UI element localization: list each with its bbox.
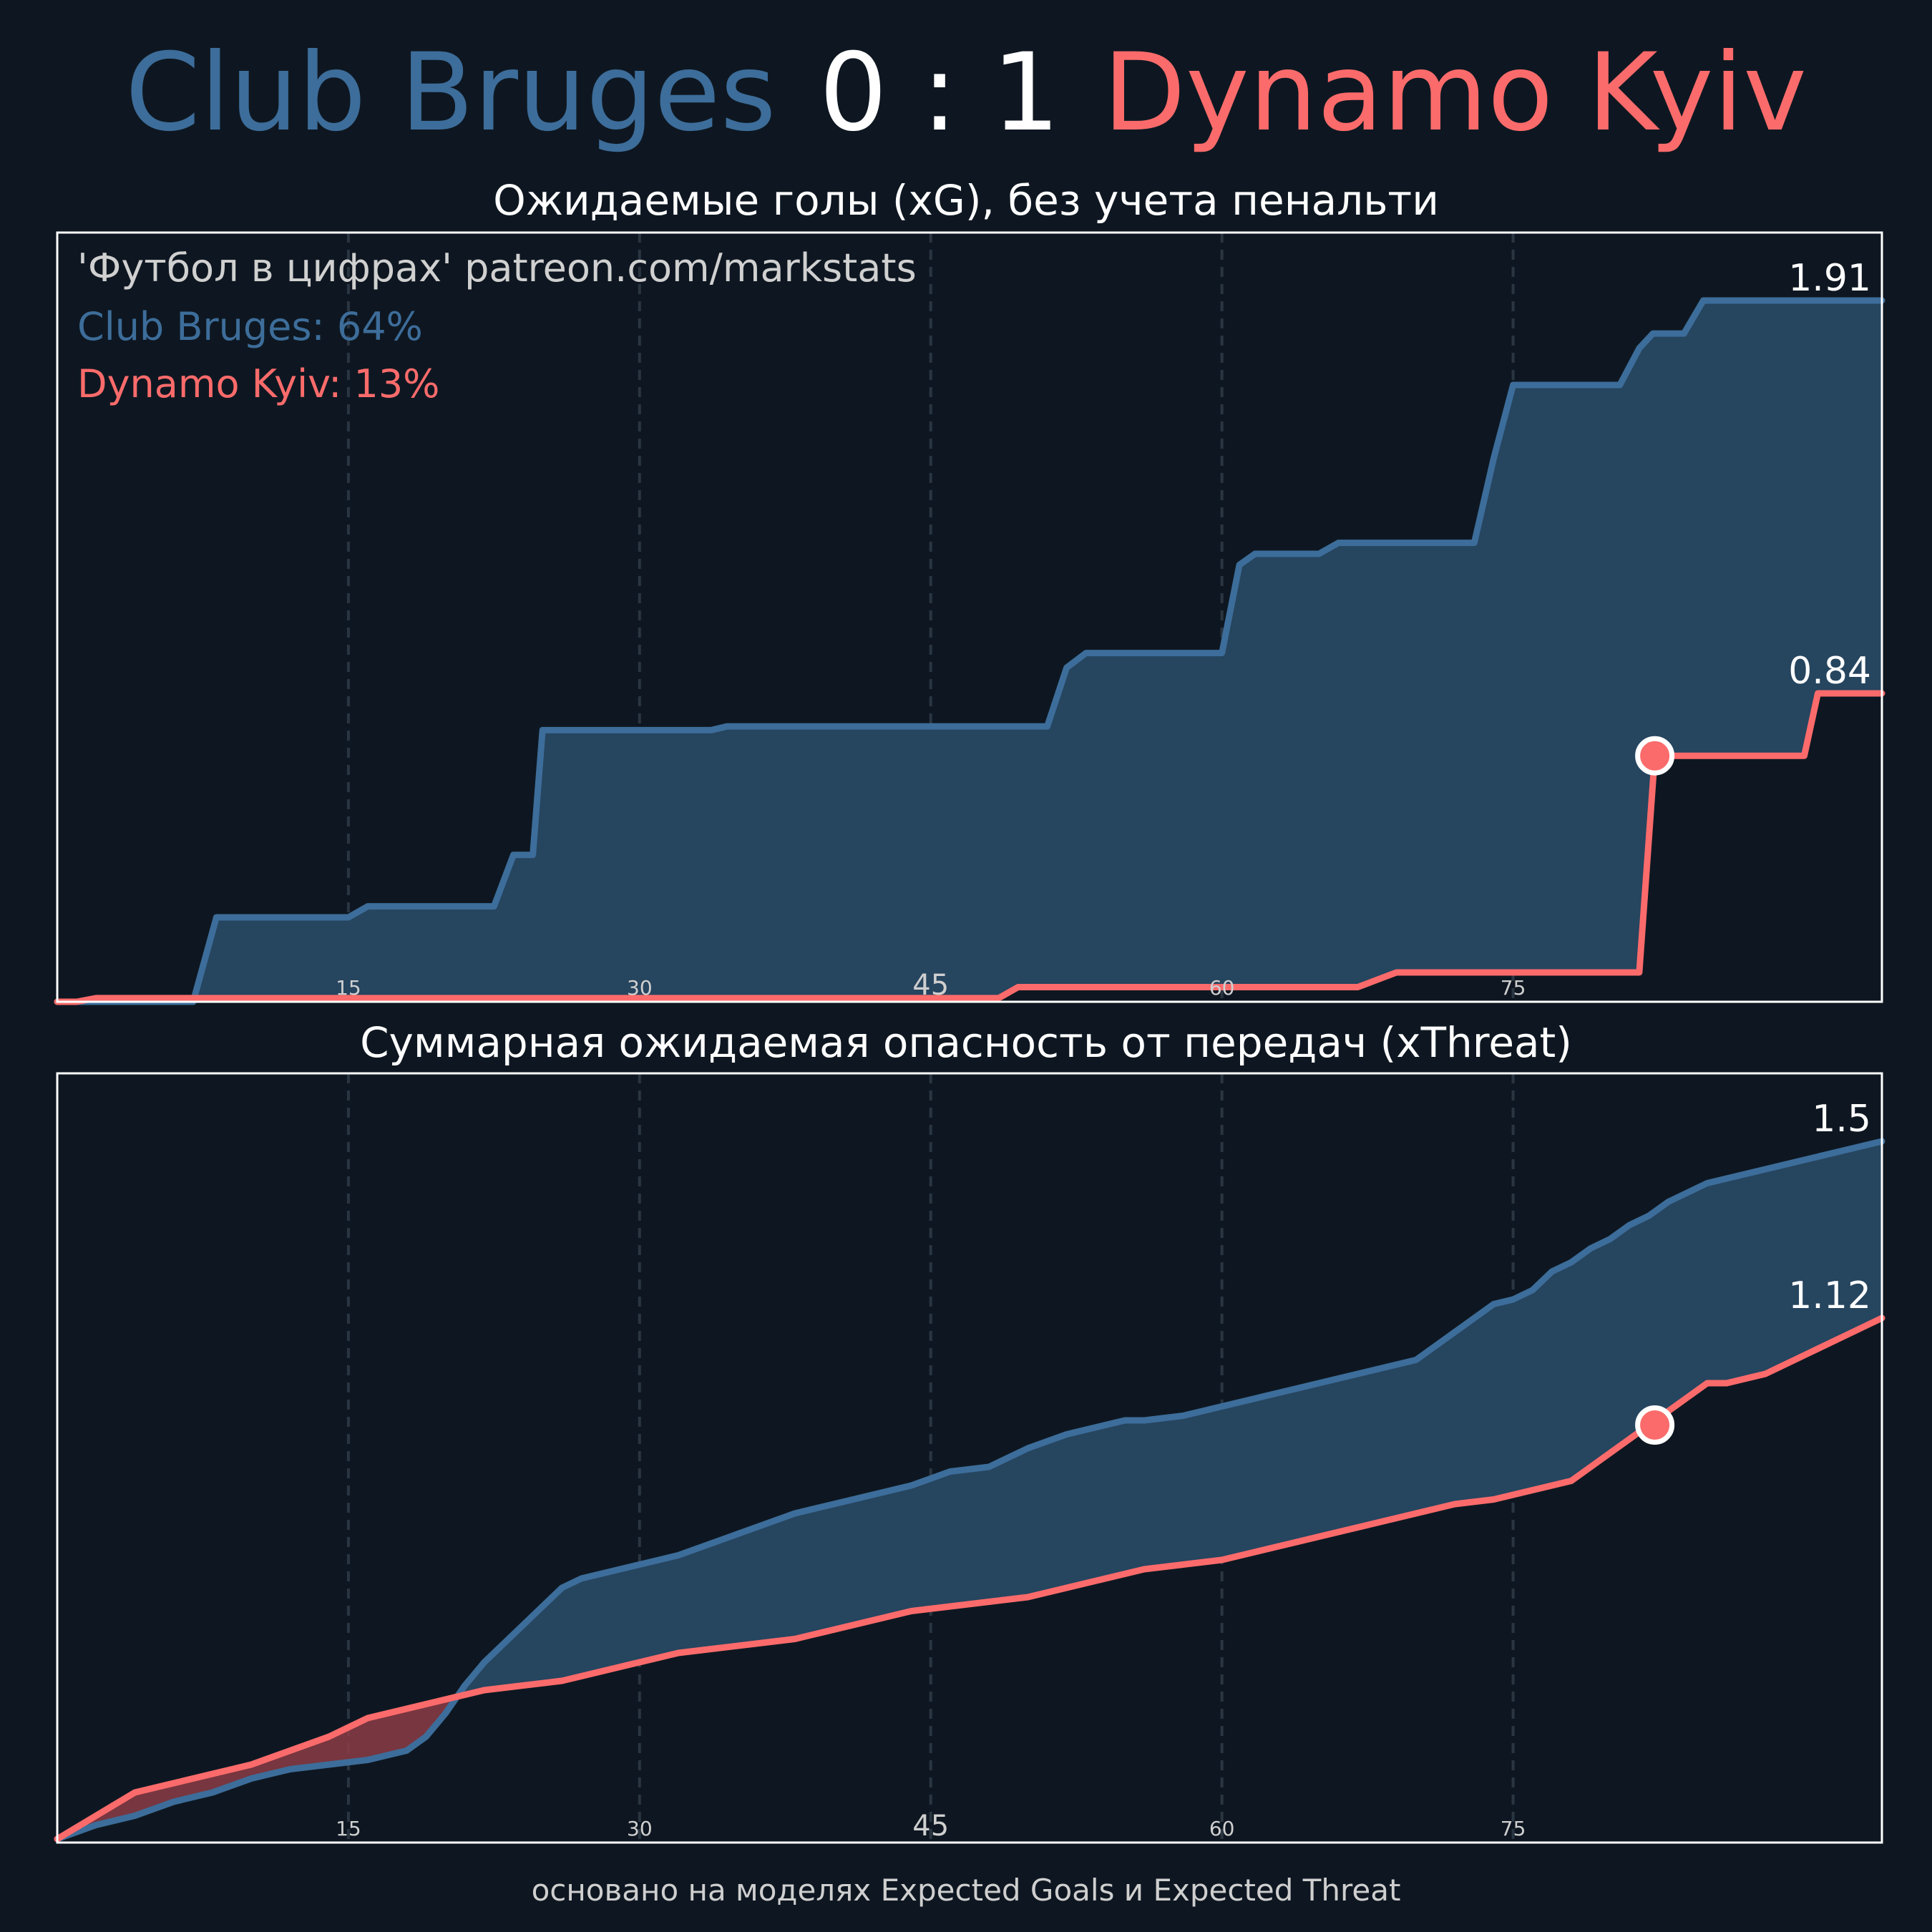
xg-tick-label-60: 60 [1209, 976, 1235, 1000]
match-header: Club Bruges 0 : 1 Dynamo Kyiv [0, 29, 1932, 157]
xt-plot-frame [56, 1072, 1883, 1844]
legend-away-probability: Dynamo Kyiv: 13% [77, 361, 440, 406]
away-team-name: Dynamo Kyiv [1103, 31, 1807, 155]
xt-line-home [54, 1138, 1885, 1843]
xt-chart-title: Суммарная ожидаемая опасность от передач… [360, 1018, 1572, 1067]
xt-goal-marker [1635, 1405, 1675, 1445]
footer-note: основано на моделях Expected Goals и Exp… [531, 1873, 1401, 1908]
xt-tick-label-30: 30 [627, 1817, 653, 1840]
xg-tick-label-15: 15 [336, 976, 361, 1000]
xt-tick-label-75: 75 [1501, 1817, 1526, 1840]
xg-plot-frame [56, 231, 1883, 1003]
xt-fill-away-1 [57, 1697, 457, 1839]
credit-text: 'Футбол в цифрах' patreon.com/markstats [77, 245, 917, 291]
xg-end-label-home: 1.91 [1788, 257, 1871, 300]
xg-tick-label-45: 45 [912, 969, 949, 1002]
xt-end-label-away: 1.12 [1788, 1274, 1871, 1317]
home-team-name: Club Bruges [125, 31, 776, 155]
xg-tick-label-75: 75 [1501, 976, 1526, 1000]
xt-end-label-home: 1.5 [1812, 1098, 1871, 1141]
xg-tick-label-30: 30 [627, 976, 653, 1000]
xg-line-away [54, 690, 1885, 1005]
xt-tick-label-60: 60 [1209, 1817, 1235, 1840]
xt-tick-label-45: 45 [912, 1810, 949, 1843]
xg-line-home [54, 297, 1885, 1005]
xt-line-away [54, 1314, 1885, 1843]
match-score: 0 : 1 [819, 31, 1060, 155]
xg-fill-home-2 [194, 301, 1882, 998]
xt-tick-label-15: 15 [336, 1817, 361, 1840]
legend-home-probability: Club Bruges: 64% [77, 304, 423, 349]
xg-goal-marker [1635, 736, 1675, 776]
xg-end-label-away: 0.84 [1788, 650, 1871, 693]
xg-chart-title: Ожидаемые голы (xG), без учета пенальти [493, 176, 1439, 225]
